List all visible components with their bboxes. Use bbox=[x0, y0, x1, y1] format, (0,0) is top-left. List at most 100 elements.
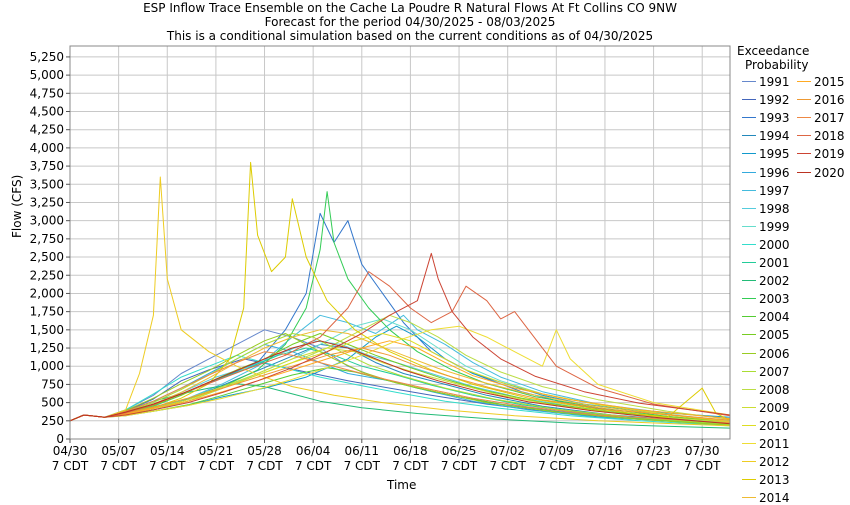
legend-label: 2001 bbox=[759, 256, 790, 270]
x-tick-label-time: 7 CDT bbox=[198, 459, 235, 473]
legend-label: 2005 bbox=[759, 328, 790, 343]
series-line-2011 bbox=[69, 325, 731, 422]
legend-item-1996: 1996 bbox=[742, 166, 790, 180]
x-tick-label-time: 7 CDT bbox=[441, 459, 478, 473]
y-tick-label: 1,250 bbox=[30, 341, 64, 355]
x-tick-label-date: 05/21 bbox=[199, 444, 234, 458]
legend-item-2014: 2014 bbox=[742, 491, 790, 505]
x-tick-label-time: 7 CDT bbox=[587, 459, 624, 473]
legend-item-2016: 2016 bbox=[797, 93, 845, 107]
legend-swatch bbox=[797, 81, 811, 82]
legend-swatch bbox=[742, 243, 756, 245]
y-axis-label: Flow (CFS) bbox=[10, 174, 24, 238]
y-tick-label: 750 bbox=[41, 377, 64, 391]
legend-label: 2003 bbox=[759, 292, 790, 307]
series-lines bbox=[69, 161, 731, 429]
legend-swatch bbox=[742, 352, 756, 354]
x-tick-label-time: 7 CDT bbox=[392, 459, 429, 473]
legend-label: 2019 bbox=[814, 147, 845, 162]
y-tick-label: 2,500 bbox=[30, 250, 64, 264]
legend-swatch bbox=[742, 117, 756, 119]
y-tick-label: 5,000 bbox=[30, 68, 64, 82]
legend-swatch bbox=[742, 262, 756, 263]
legend-swatch bbox=[742, 171, 756, 173]
legend-swatch bbox=[742, 81, 756, 82]
chart-title-line-1: ESP Inflow Trace Ensemble on the Cache L… bbox=[143, 1, 677, 15]
legend-swatch bbox=[742, 443, 756, 444]
legend-label: 2013 bbox=[759, 473, 790, 488]
x-tick-label-date: 06/11 bbox=[344, 444, 379, 458]
legend-item-2013: 2013 bbox=[742, 473, 790, 487]
x-tick-label-date: 07/09 bbox=[539, 444, 574, 458]
x-tick-label-date: 05/14 bbox=[150, 444, 185, 458]
legend-swatch bbox=[742, 99, 756, 101]
x-tick-label-time: 7 CDT bbox=[246, 459, 283, 473]
legend-label: 2002 bbox=[759, 274, 790, 289]
legend-label: 2009 bbox=[759, 400, 790, 415]
x-tick-label-date: 06/04 bbox=[296, 444, 331, 458]
x-tick-label-date: 07/30 bbox=[685, 444, 720, 458]
legend-label: 2004 bbox=[759, 310, 790, 325]
x-tick-label-time: 7 CDT bbox=[344, 459, 381, 473]
x-tick-label-time: 7 CDT bbox=[149, 459, 186, 473]
legend-item-2005: 2005 bbox=[742, 328, 790, 342]
y-tick-label: 4,000 bbox=[30, 141, 64, 155]
legend-item-2010: 2010 bbox=[742, 419, 790, 433]
y-tick-label: 4,250 bbox=[30, 123, 64, 137]
legend-swatch bbox=[797, 153, 811, 155]
legend-item-2008: 2008 bbox=[742, 383, 790, 397]
legend-item-1991: 1991 bbox=[742, 75, 790, 89]
legend-item-2001: 2001 bbox=[742, 256, 790, 270]
legend-swatch bbox=[742, 388, 756, 390]
legend-item-2011: 2011 bbox=[742, 437, 790, 451]
y-tick-label: 500 bbox=[41, 396, 64, 410]
legend-label: 1997 bbox=[759, 183, 790, 198]
x-tick-label-time: 7 CDT bbox=[684, 459, 721, 473]
series-line-2020 bbox=[69, 340, 731, 425]
legend-item-1998: 1998 bbox=[742, 202, 790, 216]
y-tick-label: 3,500 bbox=[30, 177, 64, 191]
x-tick-label-date: 05/28 bbox=[247, 444, 282, 458]
legend-swatch bbox=[797, 99, 811, 101]
y-tick-label: 1,500 bbox=[30, 323, 64, 337]
y-tick-label: 1,000 bbox=[30, 359, 64, 373]
legend-swatch bbox=[797, 117, 811, 119]
legend-label: 1991 bbox=[759, 75, 790, 89]
legend-label: 1996 bbox=[759, 165, 790, 180]
legend-label: 2018 bbox=[814, 129, 845, 144]
x-tick-label-date: 07/23 bbox=[636, 444, 671, 458]
y-tick-label: 4,750 bbox=[30, 86, 64, 100]
x-tick-label-time: 7 CDT bbox=[538, 459, 575, 473]
y-tick-label: 0 bbox=[56, 432, 64, 446]
chart-title-line-3: This is a conditional simulation based o… bbox=[166, 29, 654, 43]
y-tick-label: 3,250 bbox=[30, 195, 64, 209]
legend-swatch bbox=[742, 298, 756, 300]
legend-swatch bbox=[742, 135, 756, 137]
legend-swatch bbox=[742, 461, 756, 463]
legend-label: 2017 bbox=[814, 111, 845, 126]
legend-label: 2007 bbox=[759, 364, 790, 379]
legend-item-2002: 2002 bbox=[742, 274, 790, 288]
x-tick-label-date: 06/18 bbox=[393, 444, 428, 458]
legend-swatch bbox=[742, 497, 756, 499]
legend-item-2017: 2017 bbox=[797, 111, 845, 125]
legend-label: 2000 bbox=[759, 237, 790, 252]
legend-label: 2012 bbox=[759, 455, 790, 470]
legend-label: 1998 bbox=[759, 201, 790, 216]
x-tick-label-time: 7 CDT bbox=[100, 459, 137, 473]
y-tick-label: 2,250 bbox=[30, 268, 64, 282]
legend-item-2003: 2003 bbox=[742, 292, 790, 306]
legend-swatch bbox=[742, 406, 756, 408]
y-tick-label: 5,250 bbox=[30, 50, 64, 64]
legend-label: 1992 bbox=[759, 93, 790, 108]
legend-label: 2016 bbox=[814, 93, 845, 108]
legend-item-1994: 1994 bbox=[742, 129, 790, 143]
legend-swatch bbox=[742, 189, 756, 191]
chart-title-line-2: Forecast for the period 04/30/2025 - 08/… bbox=[264, 15, 556, 29]
y-tick-label: 2,000 bbox=[30, 286, 64, 300]
legend-item-1997: 1997 bbox=[742, 184, 790, 198]
legend-item-2009: 2009 bbox=[742, 401, 790, 415]
legend-item-2007: 2007 bbox=[742, 365, 790, 379]
x-tick-label-date: 07/02 bbox=[490, 444, 525, 458]
